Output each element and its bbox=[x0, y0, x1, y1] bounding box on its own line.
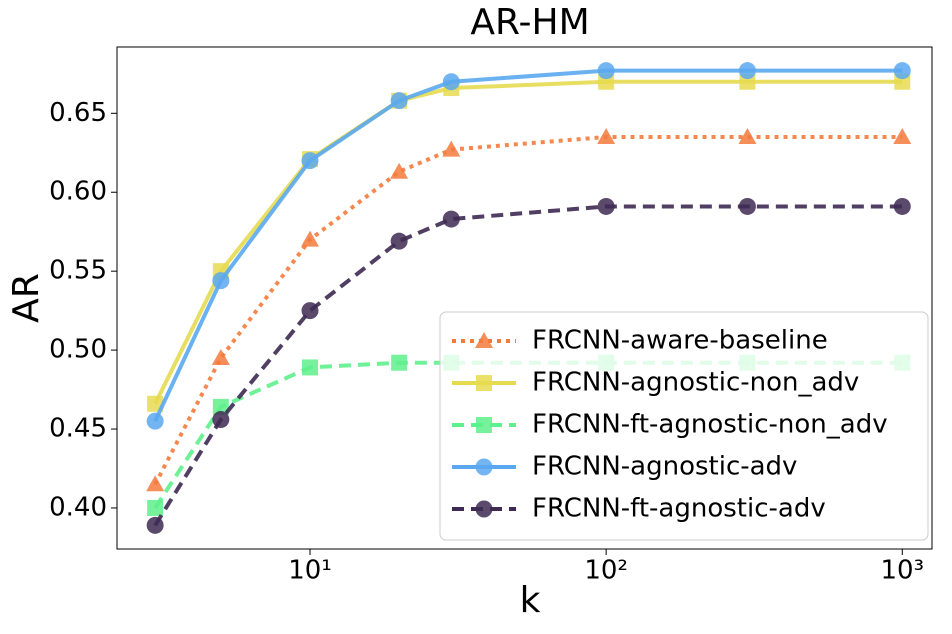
marker bbox=[300, 230, 319, 247]
marker bbox=[146, 475, 165, 492]
x-axis-label: k bbox=[520, 580, 541, 621]
legend-box bbox=[439, 311, 929, 541]
marker bbox=[597, 127, 616, 144]
marker bbox=[738, 197, 756, 215]
y-tick-label: 0.60 bbox=[49, 177, 107, 207]
series-line bbox=[153, 204, 903, 527]
legend-label: FRCNN-ft-agnostic-adv bbox=[532, 494, 826, 524]
marker bbox=[212, 272, 230, 290]
marker bbox=[475, 458, 493, 476]
marker bbox=[390, 162, 409, 179]
marker bbox=[893, 127, 912, 144]
marker bbox=[301, 302, 319, 320]
series bbox=[146, 197, 911, 534]
series-line bbox=[153, 134, 903, 486]
marker bbox=[476, 375, 492, 391]
x-tick-label: 10¹ bbox=[288, 556, 332, 586]
y-axis-label: AR bbox=[6, 273, 47, 323]
marker bbox=[893, 62, 911, 80]
marker bbox=[597, 197, 615, 215]
series-line bbox=[153, 79, 903, 405]
y-tick-label: 0.40 bbox=[49, 492, 107, 522]
series bbox=[146, 127, 912, 492]
marker bbox=[146, 412, 164, 430]
y-tick-label: 0.50 bbox=[49, 335, 107, 365]
marker bbox=[738, 127, 757, 144]
x-tick-label: 10² bbox=[584, 556, 628, 586]
chart-title: AR-HM bbox=[470, 2, 589, 43]
y-tick-label: 0.45 bbox=[49, 414, 107, 444]
marker bbox=[212, 398, 229, 415]
legend-label: FRCNN-agnostic-non_adv bbox=[532, 368, 859, 398]
marker bbox=[212, 411, 230, 429]
marker bbox=[146, 516, 164, 534]
marker bbox=[475, 500, 493, 518]
marker bbox=[301, 152, 319, 170]
y-tick-label: 0.55 bbox=[49, 256, 107, 286]
marker bbox=[301, 359, 318, 376]
marker bbox=[475, 332, 493, 348]
legend-label: FRCNN-aware-baseline bbox=[532, 326, 828, 356]
marker bbox=[390, 92, 408, 110]
series bbox=[146, 62, 911, 430]
marker bbox=[147, 395, 164, 412]
legend-label: FRCNN-agnostic-adv bbox=[532, 452, 797, 482]
y-tick-label: 0.65 bbox=[49, 98, 107, 128]
marker bbox=[391, 354, 408, 371]
plot-frame bbox=[116, 46, 933, 550]
marker bbox=[442, 73, 460, 91]
marker bbox=[442, 140, 461, 157]
marker bbox=[147, 499, 164, 516]
legend-label: FRCNN-ft-agnostic-non_adv bbox=[532, 410, 888, 440]
x-tick-label: 10³ bbox=[881, 556, 925, 586]
marker bbox=[597, 62, 615, 80]
marker bbox=[211, 348, 230, 365]
marker bbox=[442, 210, 460, 228]
marker bbox=[390, 232, 408, 250]
series-line bbox=[153, 68, 903, 422]
marker bbox=[893, 197, 911, 215]
marker bbox=[738, 62, 756, 80]
marker bbox=[476, 417, 492, 433]
